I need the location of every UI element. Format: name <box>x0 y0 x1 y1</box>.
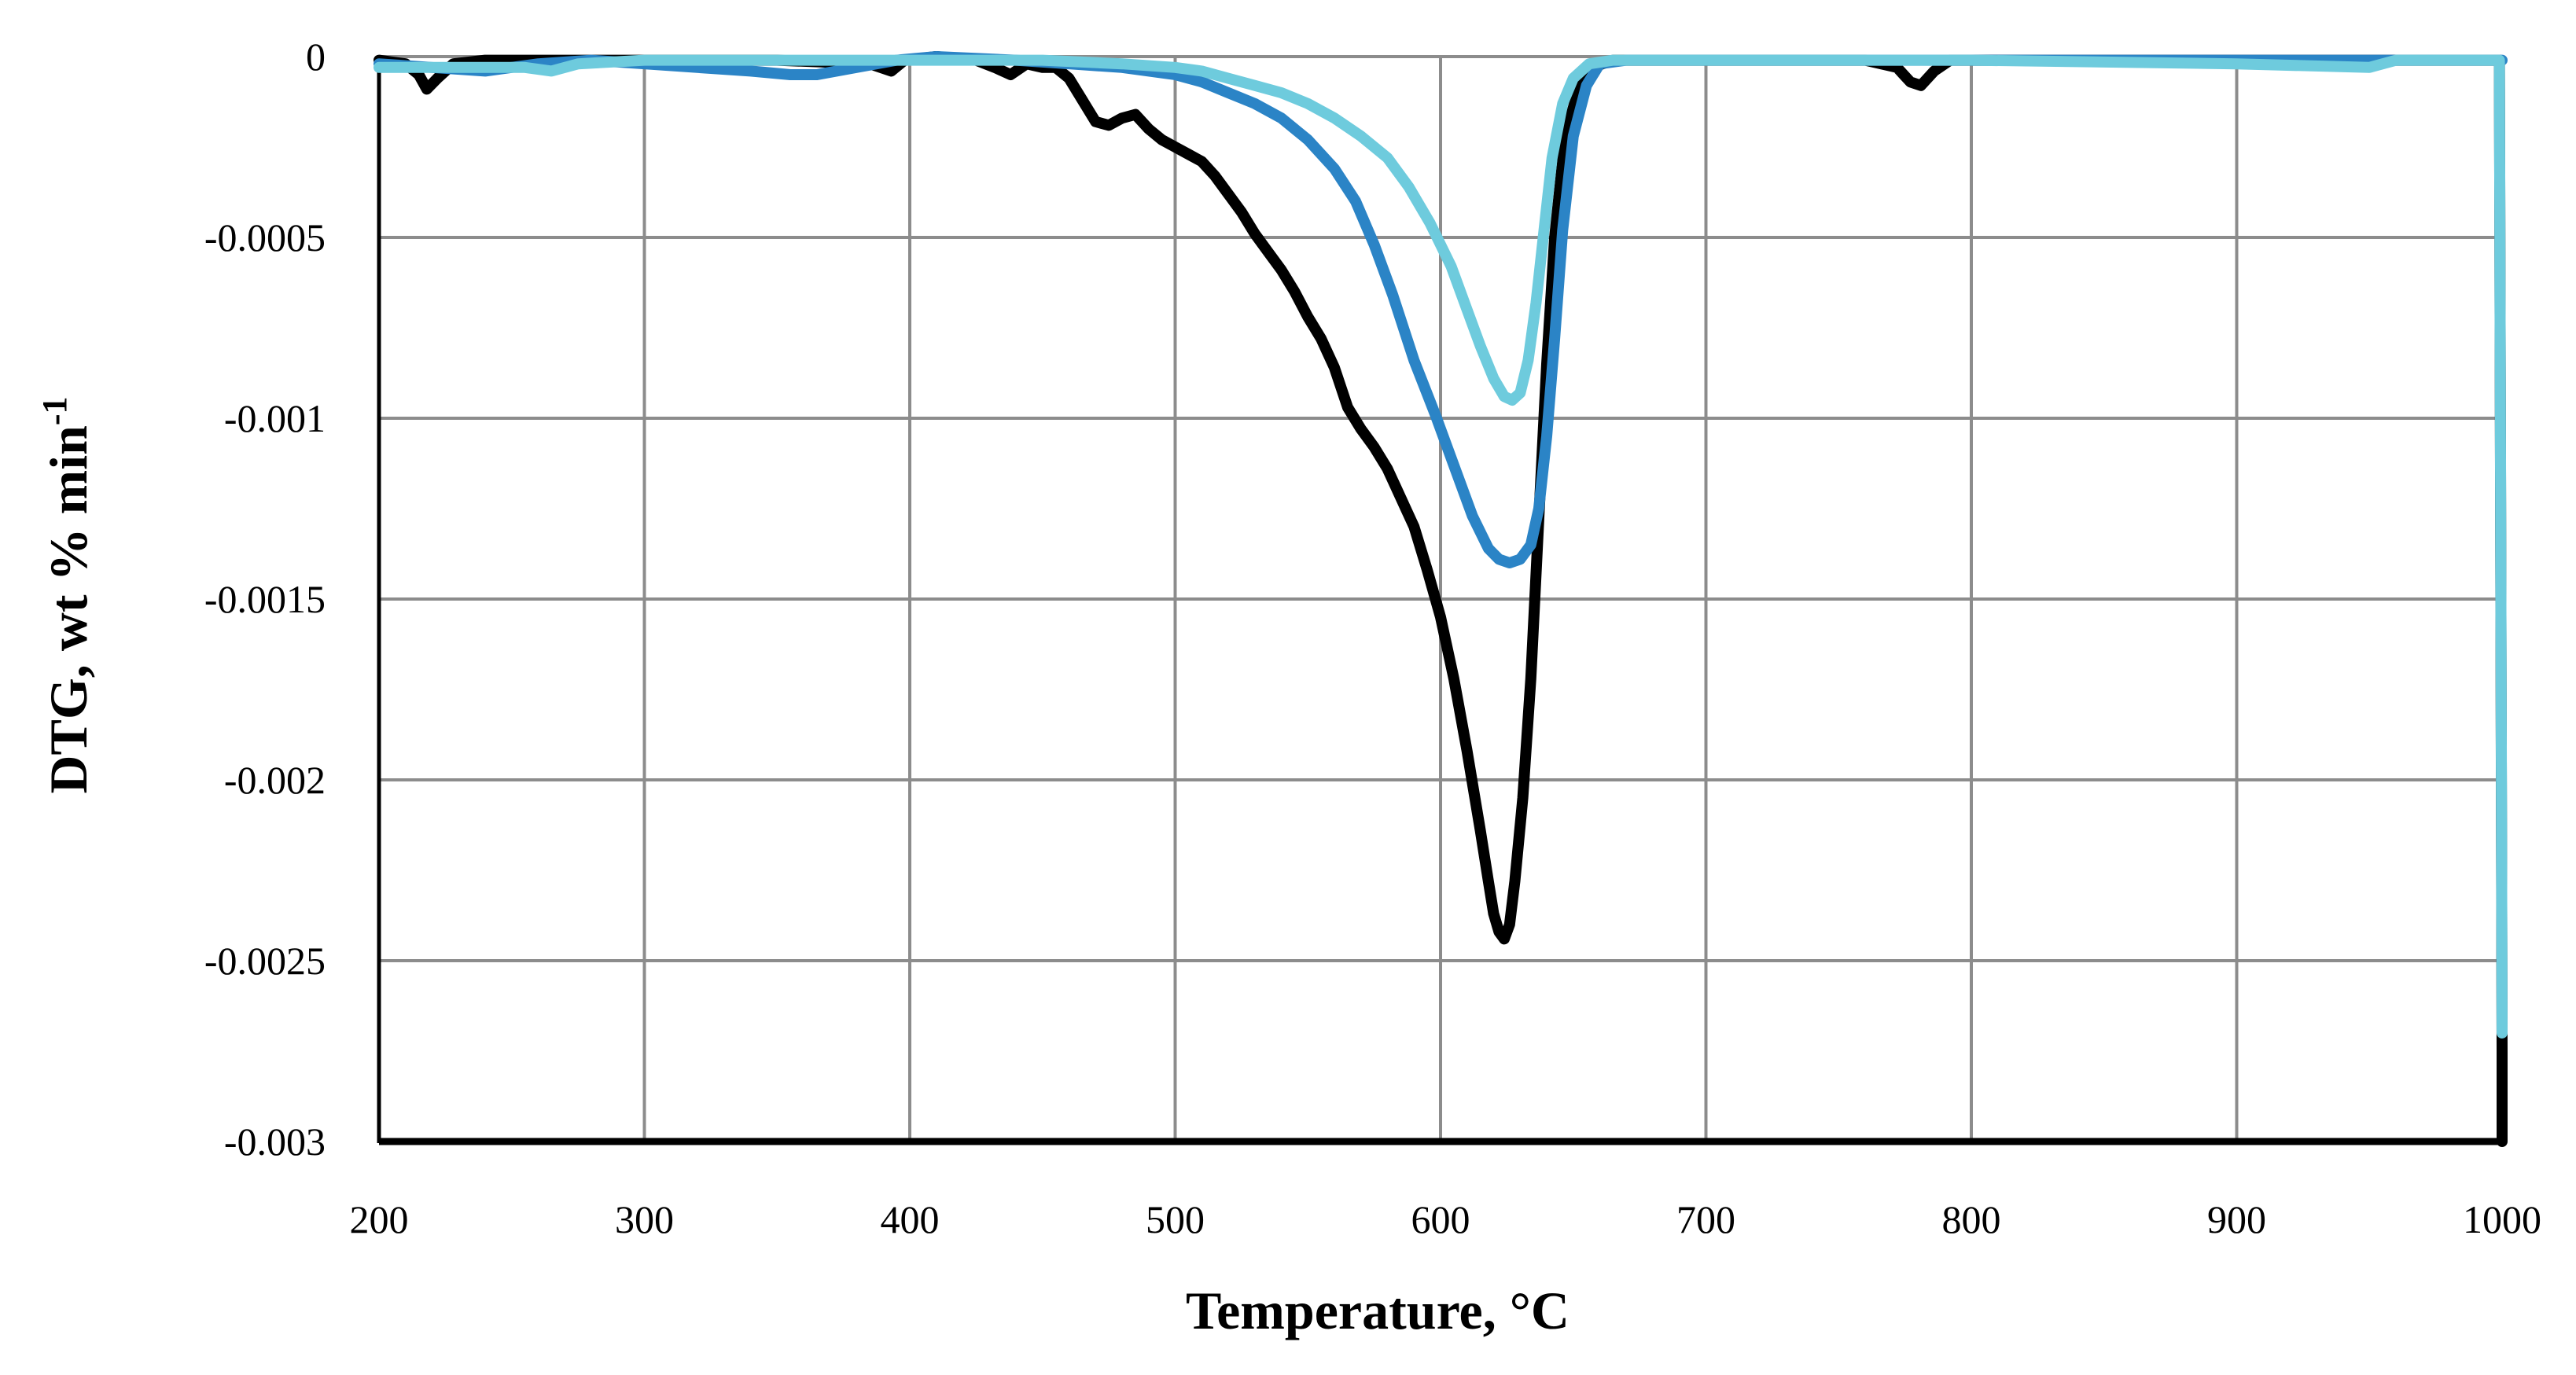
series-line-light-blue <box>374 54 2508 1039</box>
y-tick-label: -0.001 <box>224 396 326 440</box>
y-tick-label: 0 <box>306 35 326 79</box>
y-tick-label: -0.0015 <box>204 577 326 621</box>
y-tick-label: -0.003 <box>224 1119 326 1164</box>
x-tick-label: 1000 <box>2463 1197 2541 1241</box>
grid-lines <box>379 55 2504 1142</box>
x-axis-title: Temperature, °C <box>1186 1281 1570 1340</box>
y-tick-label: -0.0005 <box>204 215 326 259</box>
tick-labels: 200 300 400 500 600 700 800 900 1000 0 -0.0005 -0.0… <box>204 35 2541 1241</box>
x-tick-label: 700 <box>1676 1197 1735 1241</box>
data-series <box>374 51 2508 1147</box>
y-axis-title: DTG, wt % min-1 <box>35 396 98 793</box>
x-tick-label: 300 <box>615 1197 674 1241</box>
x-tick-label: 600 <box>1411 1197 1470 1241</box>
x-tick-label: 200 <box>350 1197 409 1241</box>
x-tick-label: 500 <box>1146 1197 1205 1241</box>
y-axis-title-superscript: -1 <box>35 396 74 425</box>
y-axis-title-main: DTG, wt % min <box>39 425 98 793</box>
x-tick-label: 400 <box>881 1197 940 1241</box>
axes <box>377 55 2502 1145</box>
x-tick-label: 900 <box>2207 1197 2266 1241</box>
x-tick-label: 800 <box>1942 1197 2001 1241</box>
y-tick-label: -0.002 <box>224 758 326 802</box>
y-tick-label: -0.0025 <box>204 939 326 983</box>
series-line-blue <box>374 51 2508 568</box>
